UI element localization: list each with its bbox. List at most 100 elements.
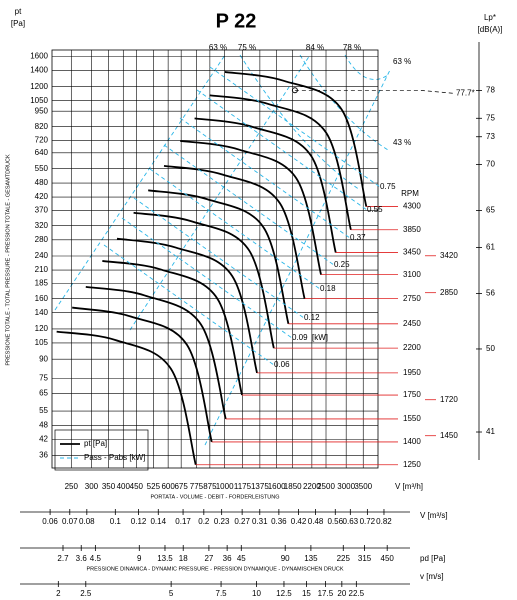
rpm-label: 3850: [403, 225, 421, 234]
lp-tick-label: 70: [486, 160, 495, 169]
bottom-tick-label: 27: [204, 554, 213, 563]
fan-curve: [209, 94, 352, 230]
y-tick-label: 640: [35, 148, 49, 157]
y-tick-label: 1600: [30, 51, 48, 60]
rpm-label: RPM: [401, 189, 419, 198]
lp-tick-label: 61: [486, 243, 495, 252]
lp-label: Lp*: [484, 13, 496, 22]
power-label: 0.09: [292, 333, 308, 342]
y-tick-label: 55: [39, 406, 48, 415]
y-tick-label: 720: [35, 136, 49, 145]
x-tick-label: 525: [147, 482, 161, 491]
lp-tick-label: 41: [486, 427, 495, 436]
bottom-tick-label: 0.23: [214, 517, 230, 526]
x-tick-label: 450: [130, 482, 144, 491]
x-tick-label: 1850: [284, 482, 302, 491]
efficiency-label: 63 %: [393, 57, 411, 66]
rpm-mark-label: 1450: [440, 431, 458, 440]
fan-curve: [224, 71, 368, 207]
efficiency-label: 78 %: [343, 43, 361, 52]
bottom-axis-label: V [m³/s]: [420, 511, 448, 520]
legend-label: Pass - Pabs [kW]: [84, 453, 145, 462]
efficiency-label: 84 %: [306, 43, 324, 52]
bottom-tick-label: 0.48: [308, 517, 324, 526]
bottom-tick-label: 36: [223, 554, 232, 563]
y-label: pt: [15, 7, 22, 16]
rpm-mark-label: 3420: [440, 251, 458, 260]
x-tick-label: 1000: [216, 482, 234, 491]
y-tick-label: 210: [35, 265, 49, 274]
fan-curve: [102, 260, 243, 396]
y-tick-label: 90: [39, 354, 48, 363]
bottom-tick-label: 9: [137, 554, 142, 563]
rpm-label: 1250: [403, 460, 421, 469]
y-tick-label: 370: [35, 206, 49, 215]
rpm-label: 2750: [403, 294, 421, 303]
bottom-tick-label: 0.08: [79, 517, 95, 526]
bottom-tick-label: 0.31: [252, 517, 268, 526]
bottom-tick-label: 4.5: [90, 554, 102, 563]
lp-tick-label: 78: [486, 86, 495, 95]
bottom-tick-label: 5: [169, 589, 174, 598]
power-label: 0.18: [320, 284, 336, 293]
y-tick-label: 1050: [30, 96, 48, 105]
bottom-tick-label: 0.2: [198, 517, 210, 526]
efficiency-label: 63 %: [209, 43, 227, 52]
y-unit: [Pa]: [11, 19, 25, 28]
x-tick-label: 400: [117, 482, 131, 491]
x-tick-label: 1175: [234, 482, 252, 491]
rpm-mark-label: 1720: [440, 395, 458, 404]
lp-tick-label: 56: [486, 289, 495, 298]
x-tick-label: 3500: [354, 482, 372, 491]
bottom-tick-label: 15: [302, 589, 311, 598]
bottom-axis-label: pd [Pa]: [420, 554, 445, 563]
fan-curve: [163, 165, 306, 299]
chart-title: P 22: [216, 10, 257, 32]
legend-box: [54, 429, 149, 471]
lp-tick-label: 50: [486, 344, 495, 353]
y-tick-label: 140: [35, 308, 49, 317]
x-tick-label: 350: [102, 482, 116, 491]
x-tick-label: 250: [65, 482, 79, 491]
y-tick-label: 42: [39, 434, 48, 443]
power-label: 0.55: [367, 205, 383, 214]
y-tick-label: 240: [35, 251, 49, 260]
x-tick-label: 600: [161, 482, 175, 491]
bottom-tick-label: 0.82: [376, 517, 392, 526]
lp-tick-label: 65: [486, 206, 495, 215]
efficiency-label: 75 %: [238, 43, 256, 52]
bottom-tick-label: 90: [281, 554, 290, 563]
y-tick-label: 320: [35, 221, 49, 230]
y-tick-label: 1200: [30, 82, 48, 91]
rpm-label: 1550: [403, 414, 421, 423]
y-tick-label: 160: [35, 294, 49, 303]
rpm-label: 3450: [403, 248, 421, 257]
bottom-tick-label: 0.06: [42, 517, 58, 526]
rpm-label: 1950: [403, 368, 421, 377]
bottom-tick-label: 3.6: [76, 554, 88, 563]
bottom-tick-label: 135: [304, 554, 318, 563]
bottom-tick-label: 0.17: [175, 517, 191, 526]
x-tick-label: 2200: [303, 482, 321, 491]
bottom-tick-label: 450: [381, 554, 395, 563]
y-tick-label: 185: [35, 278, 49, 287]
y-tick-label: 820: [35, 122, 49, 131]
bottom-tick-label: 2.7: [57, 554, 69, 563]
legend-label: pt [Pa]: [84, 439, 107, 448]
y-tick-label: 48: [39, 420, 48, 429]
bottom-tick-label: 0.07: [62, 517, 78, 526]
operating-label: 77.7*: [456, 88, 475, 97]
bottom-tick-label: 0.36: [271, 517, 287, 526]
fan-curve: [133, 211, 275, 349]
y-tick-label: 280: [35, 235, 49, 244]
x-tick-label: 3000: [337, 482, 355, 491]
bottom-tick-label: 17.5: [318, 589, 334, 598]
fan-curve: [180, 139, 322, 275]
efficiency-label: 43 %: [393, 138, 411, 147]
x-title: PORTATA - VOLUME - DEBIT - FORDERLEISTUN…: [150, 494, 279, 500]
y-tick-label: 480: [35, 178, 49, 187]
power-unit: [kW]: [312, 333, 328, 342]
rpm-label: 1750: [403, 390, 421, 399]
bottom-tick-label: 12.5: [276, 589, 292, 598]
